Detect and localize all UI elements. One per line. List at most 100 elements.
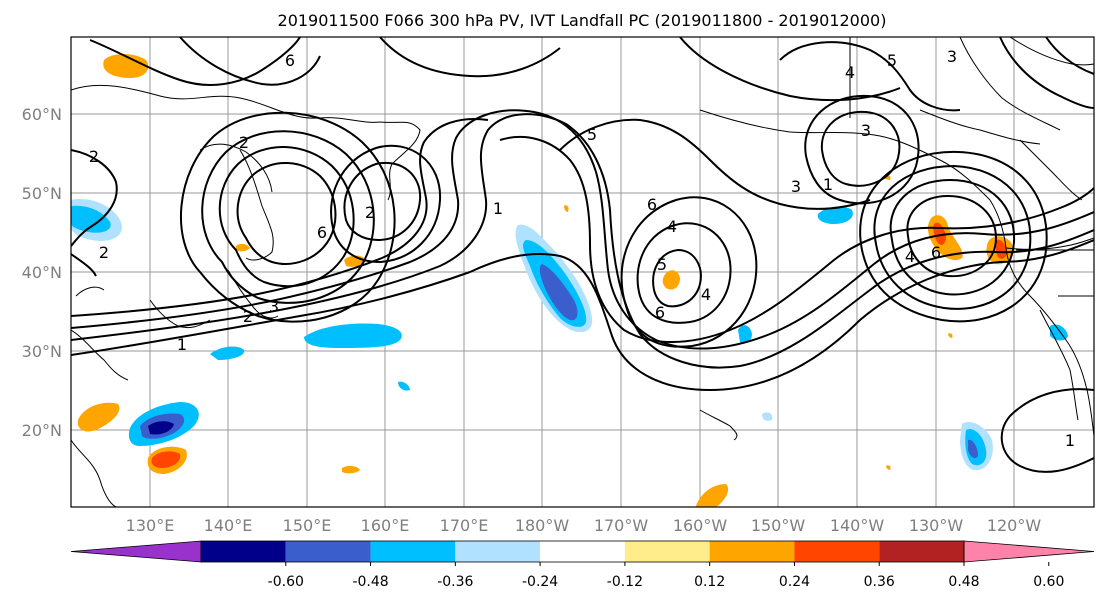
contour-japan-low-3 <box>201 130 375 304</box>
contour-japan-low <box>236 161 337 265</box>
contour-coast-low <box>906 194 998 278</box>
colorbar-tick-label: 0.12 <box>694 574 725 590</box>
pos-region-145e-small <box>236 243 250 252</box>
neg-region-155e-isle <box>398 381 410 391</box>
colorbar-segment <box>624 541 710 562</box>
contour-se-loop <box>1000 388 1094 473</box>
colorbar-tick-label: 0.60 <box>1033 574 1064 590</box>
contour-label: 3 <box>861 121 871 140</box>
pos-region-northwest <box>103 54 149 78</box>
contour-label: 4 <box>667 217 677 236</box>
contour-gulf-alaska-low <box>820 110 901 187</box>
pos-region-165w <box>662 270 680 290</box>
pv-shading <box>71 54 1068 507</box>
contour-west-edge <box>71 149 118 247</box>
contour-third-south <box>71 109 1094 350</box>
neg-region-164w <box>762 412 773 421</box>
pos-region-coast-core <box>996 239 1007 259</box>
contour-fourth-south <box>71 118 489 317</box>
map-area: 6 2 2 2 6 2 5 1 6 4 5 6 4 3 1 3 4 5 3 4 <box>70 36 1095 508</box>
contour-label: 3 <box>947 47 957 66</box>
contour-label: 6 <box>647 195 657 214</box>
contour-far-east-2 <box>1045 37 1094 75</box>
neg-region-172w <box>738 325 752 344</box>
contour-label: 6 <box>285 51 295 70</box>
lon-label: 150°W <box>751 516 806 535</box>
colorbar-segment <box>879 541 964 562</box>
contour-label: 1 <box>1065 431 1075 450</box>
pos-region-160w-south <box>696 484 729 507</box>
lon-label: 130°E <box>126 516 175 535</box>
contour-label: 3 <box>791 177 801 196</box>
neg-region-150w <box>817 206 853 224</box>
contour-label: 1 <box>493 199 503 218</box>
lat-label: 40°N <box>22 263 62 282</box>
contour-label: 1 <box>177 335 187 354</box>
contour-outer-south <box>71 239 1094 392</box>
map-frame <box>70 36 1095 508</box>
contour-west-edge-2 <box>71 253 97 277</box>
contour-label: 5 <box>657 255 667 274</box>
contour-inner-pacific <box>499 136 1094 343</box>
contour-label: 3 <box>269 297 279 316</box>
colorbar-extend-high <box>963 540 1095 563</box>
contour-nw-arc-2 <box>179 37 321 86</box>
pos-region-125e <box>77 402 120 432</box>
colorbar-segment <box>201 541 286 562</box>
contour-label: 2 <box>243 307 253 326</box>
contour-label: 6 <box>655 303 665 322</box>
colorbar-tick-label: -0.48 <box>352 574 388 590</box>
contour-mid-ridge-2 <box>330 144 442 264</box>
colorbar-segment <box>540 541 625 562</box>
contour-label: 5 <box>887 51 897 70</box>
coastlines <box>71 37 1094 507</box>
contour-labels: 6 2 2 2 6 2 5 1 6 4 5 6 4 3 1 3 4 5 3 4 <box>89 47 1075 450</box>
lat-label: 50°N <box>22 184 62 203</box>
longitude-labels: 130°E 140°E 150°E 160°E 170°E 180°W 170°… <box>126 516 1042 535</box>
colorbar-segment <box>709 541 795 562</box>
map-title: 2019011500 F066 300 hPa PV, IVT Landfall… <box>278 11 887 30</box>
contour-label: 1 <box>823 175 833 194</box>
colorbar-frame <box>200 540 965 563</box>
colorbar-segment <box>370 541 456 562</box>
colorbar-tick-label: -0.12 <box>607 574 643 590</box>
lat-label: 60°N <box>22 105 62 124</box>
contour-label: 4 <box>845 63 855 82</box>
colorbar: -0.60 -0.48 -0.36 -0.24 -0.12 0.12 0.24 0.36 0.4… <box>70 540 1095 590</box>
pos-region-135e-south-core <box>151 451 181 468</box>
contour-label: 6 <box>931 243 941 262</box>
latitude-labels: 60°N 50°N 40°N 30°N 20°N <box>22 105 62 440</box>
colorbar-segment <box>794 541 880 562</box>
neg-region-dateline-core <box>539 264 578 321</box>
neg-region-160e <box>304 323 402 348</box>
contour-label: 5 <box>587 125 597 144</box>
pos-region-180-dot <box>564 205 569 212</box>
contour-ne-ridge <box>779 41 961 112</box>
pos-region-135w-dot <box>886 465 891 470</box>
neg-region-150e <box>210 346 245 360</box>
contour-label: 4 <box>905 247 915 266</box>
colorbar-segment <box>455 541 541 562</box>
lon-label: 170°E <box>440 516 489 535</box>
neg-region-west-edge-core <box>71 205 111 233</box>
lon-label: 180°W <box>515 516 570 535</box>
lat-label: 30°N <box>22 342 62 361</box>
contour-nw-arc <box>89 37 301 86</box>
contour-label: 6 <box>317 223 327 242</box>
contour-label: 2 <box>239 133 249 152</box>
lon-label: 170°W <box>594 516 649 535</box>
lon-label: 120°W <box>987 516 1042 535</box>
contour-north-loop <box>379 37 561 78</box>
contour-label: 4 <box>701 285 711 304</box>
colorbar-tick-label: 0.24 <box>779 574 810 590</box>
neg-region-135e-core <box>148 421 174 435</box>
contour-label: 2 <box>365 203 375 222</box>
colorbar-ticks: -0.60 -0.48 -0.36 -0.24 -0.12 0.12 0.24 0.36 0.4… <box>268 562 1064 590</box>
contour-coast-low-4 <box>859 150 1048 323</box>
contour-japan-low-4 <box>180 111 396 323</box>
lon-label: 150°E <box>283 516 332 535</box>
contour-label: 2 <box>89 147 99 166</box>
contour-165w-low-2 <box>620 196 758 348</box>
lon-label: 160°E <box>361 516 410 535</box>
lat-label: 20°N <box>22 421 62 440</box>
